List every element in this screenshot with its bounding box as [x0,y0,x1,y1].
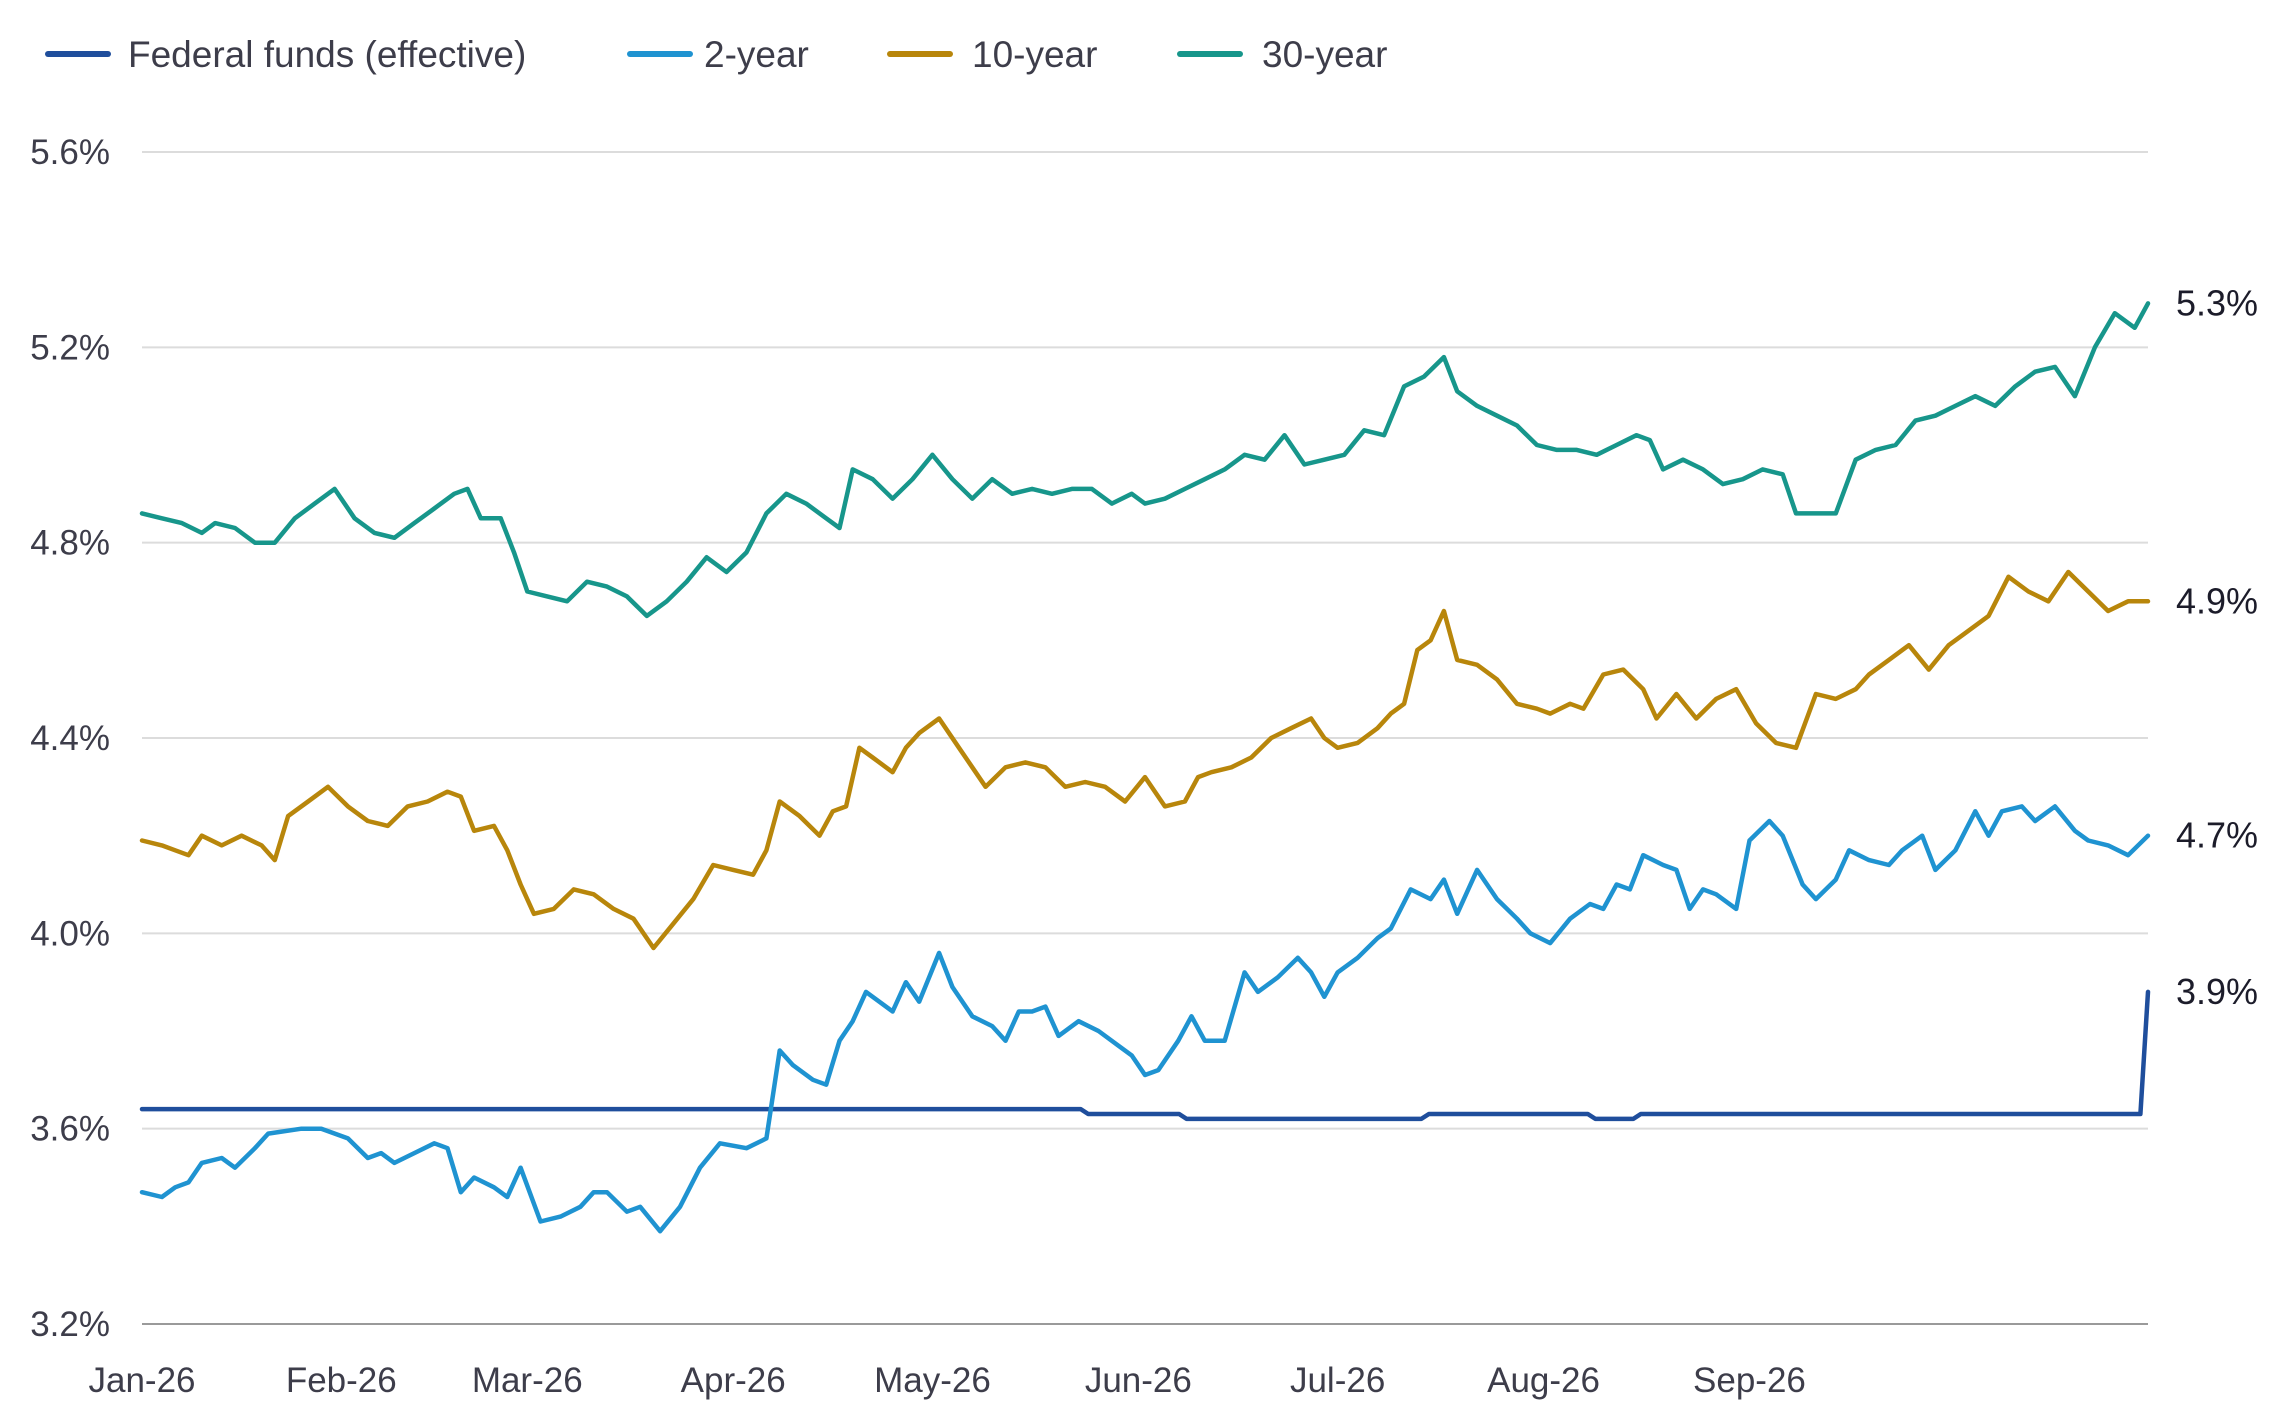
y-tick-label: 4.8% [30,524,110,563]
legend-item-2-year: 2-year [627,34,809,75]
legend-item-federal-funds-effective: Federal funds (effective) [45,34,526,75]
legend-label: 30-year [1262,34,1387,75]
y-tick-label: 5.2% [30,328,110,367]
legend: Federal funds (effective) 2-year 10-year 30… [45,34,1387,75]
end-label-10-year: 4.9% [2176,580,2258,621]
series-layer [139,301,2151,1234]
x-tick-label: Jan-26 [88,1361,195,1400]
end-label-30-year: 5.3% [2176,282,2258,323]
legend-item-30-year: 30-year [1177,34,1387,75]
legend-item-10-year: 10-year [887,34,1097,75]
end-labels: 3.9% 4.7% 4.9% 5.3% [2176,282,2258,1012]
legend-label: Federal funds (effective) [128,34,526,75]
series-line-2-year [139,804,2151,1234]
x-tick-label: Sep-26 [1693,1361,1806,1400]
y-axis: 3.2% 3.6% 4.0% 4.4% 4.8% 5.2% 5.6% [30,133,110,1344]
y-tick-label: 5.6% [30,133,110,172]
end-label-federal-funds-effective: 3.9% [2176,971,2258,1012]
end-label-2-year: 4.7% [2176,815,2258,856]
x-tick-label: Jun-26 [1085,1361,1192,1400]
legend-label: 2-year [704,34,809,75]
series-line-30-year [139,301,2151,619]
x-tick-label: Feb-26 [286,1361,397,1400]
legend-label: 10-year [972,34,1097,75]
x-tick-label: Mar-26 [472,1361,583,1400]
y-tick-label: 4.4% [30,719,110,758]
x-tick-label: Jul-26 [1290,1361,1385,1400]
x-tick-label: Aug-26 [1487,1361,1600,1400]
series-line-federal-funds-effective [139,989,2151,1122]
x-tick-label: Apr-26 [681,1361,786,1400]
y-tick-label: 4.0% [30,914,110,953]
x-axis: Jan-26 Feb-26 Mar-26 Apr-26 May-26 Jun-26 Jul-… [88,1361,1805,1400]
gridlines [142,151,2148,1325]
y-tick-label: 3.6% [30,1110,110,1149]
x-tick-label: May-26 [874,1361,991,1400]
y-tick-label: 3.2% [30,1305,110,1344]
series-line-10-year [139,569,2151,951]
